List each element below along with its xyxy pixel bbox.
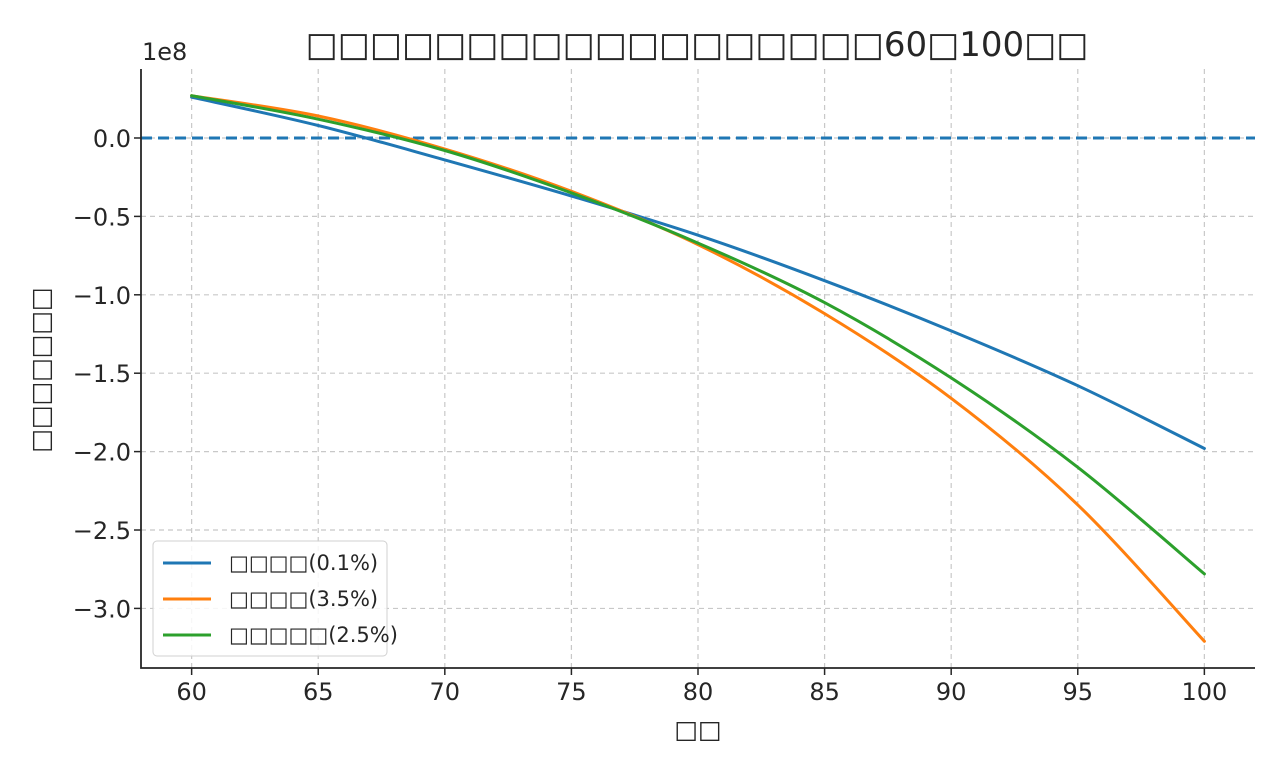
y-tick-label: −0.5 (73, 203, 131, 231)
series-line-3 (190, 94, 1206, 576)
x-tick-label: 65 (303, 678, 334, 706)
x-tick-label: 100 (1181, 678, 1227, 706)
y-tick-label: −1.5 (73, 360, 131, 388)
legend: □□□□(0.1%) □□□□(3.5%) □□□□□(2.5%) (152, 540, 398, 657)
x-tick-label: 90 (936, 678, 967, 706)
y-tick-label: 0.0 (93, 125, 131, 153)
y-tick-label: −3.0 (73, 595, 131, 623)
legend-label: □□□□□(2.5%) (229, 623, 398, 647)
series-lines (190, 94, 1206, 643)
series-line-2 (190, 94, 1206, 643)
y-axis-ticks: 0.0 −0.5 −1.0 −1.5 −2.0 −2.5 −3.0 (73, 125, 141, 623)
series-line-1 (190, 95, 1206, 450)
x-tick-label: 75 (556, 678, 587, 706)
x-axis-label: □□ (674, 715, 721, 744)
axes (140, 69, 1255, 669)
y-tick-label: −2.5 (73, 517, 131, 545)
x-axis-ticks: 60 65 70 75 80 85 90 95 100 (176, 668, 1227, 706)
legend-label: □□□□(0.1%) (229, 551, 378, 575)
chart-title: □□□□□□□□□□□□□□□□□□60□100□□ (306, 25, 1089, 65)
x-tick-label: 95 (1062, 678, 1093, 706)
y-offset-label: 1e8 (142, 38, 187, 66)
legend-label: □□□□(3.5%) (229, 587, 378, 611)
y-tick-label: −2.0 (73, 439, 131, 467)
x-tick-label: 60 (176, 678, 207, 706)
y-tick-label: −1.0 (73, 282, 131, 310)
x-tick-label: 85 (809, 678, 840, 706)
axis-spines (140, 69, 1255, 669)
y-axis-label: □□□□□□□ (26, 287, 55, 452)
legend-box (152, 540, 388, 657)
x-tick-label: 80 (683, 678, 714, 706)
x-tick-label: 70 (430, 678, 461, 706)
